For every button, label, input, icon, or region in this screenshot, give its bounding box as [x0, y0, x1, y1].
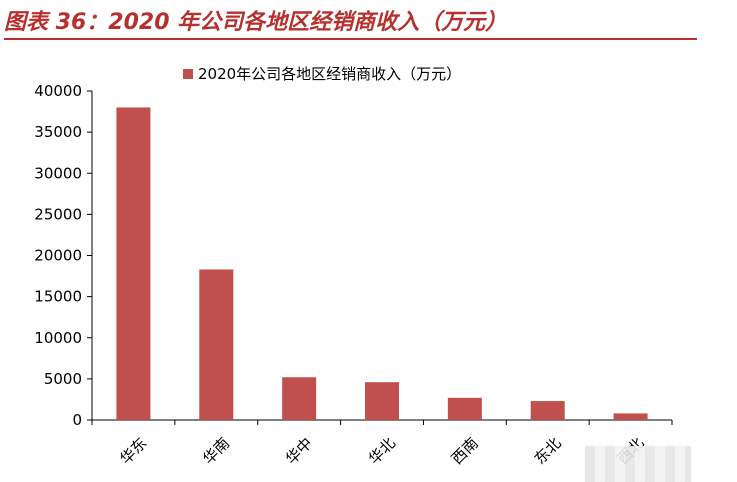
y-tick-label: 40000 — [34, 82, 82, 100]
y-tick-label: 25000 — [34, 205, 82, 223]
title-divider — [4, 38, 697, 40]
x-tick-label: 华中 — [282, 434, 316, 468]
bar-series — [116, 107, 648, 420]
x-tick-label: 华南 — [199, 434, 233, 468]
bar-2 — [199, 269, 234, 420]
bar-6 — [530, 401, 565, 420]
bar-5 — [447, 397, 482, 420]
legend-swatch — [183, 69, 193, 79]
y-tick-label: 30000 — [34, 164, 82, 182]
x-tick-label: 华北 — [365, 434, 399, 468]
bar-4 — [365, 382, 399, 420]
y-tick-label: 35000 — [34, 123, 82, 141]
y-tick-label: 5000 — [44, 370, 82, 388]
chart-legend: 2020年公司各地区经销商收入（万元） — [183, 65, 461, 83]
bar-3 — [282, 377, 317, 420]
y-tick-label: 15000 — [34, 288, 82, 306]
x-tick-label: 华东 — [116, 434, 150, 468]
y-tick-label: 20000 — [34, 247, 82, 265]
y-tick-label: 0 — [72, 411, 82, 429]
x-tick-label: 西南 — [448, 434, 482, 468]
redacted-watermark — [585, 446, 691, 482]
figure-title: 图表 36：2020 年公司各地区经销商收入（万元） — [4, 10, 508, 35]
x-tick-label: 东北 — [531, 434, 565, 468]
bar-7 — [613, 413, 648, 420]
y-tick-label: 10000 — [34, 329, 82, 347]
legend-label: 2020年公司各地区经销商收入（万元） — [198, 65, 461, 83]
y-axis: 0 5000 10000 15000 20000 25000 30000 35000 40000 — [34, 82, 93, 429]
bar-1 — [116, 107, 151, 420]
